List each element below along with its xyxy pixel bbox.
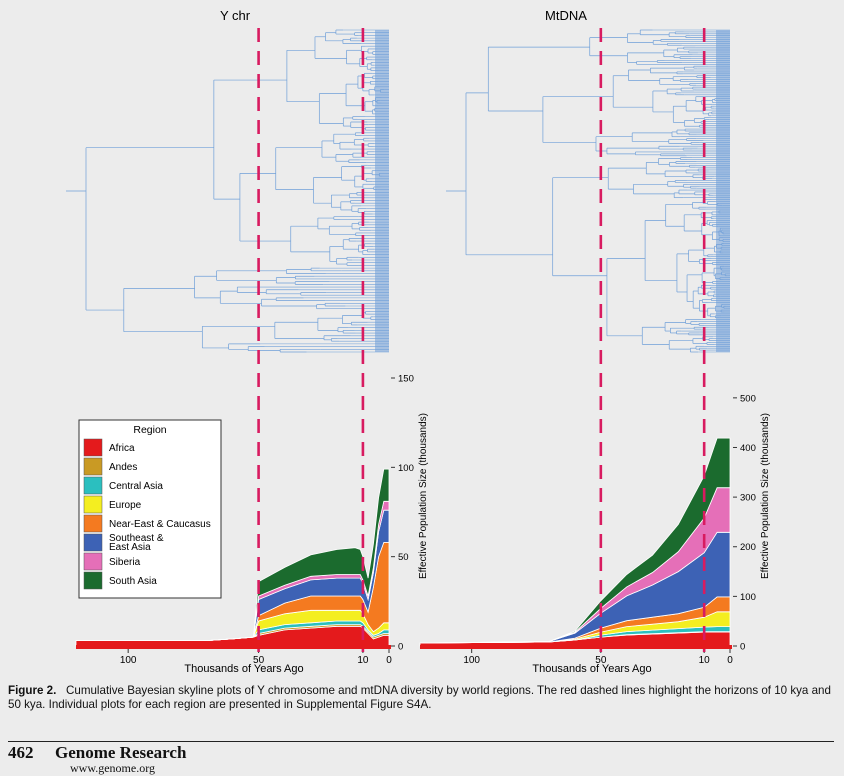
area-africa bbox=[75, 625, 390, 647]
figure-caption: Figure 2. Cumulative Bayesian skyline pl… bbox=[8, 684, 838, 712]
x-tick-label: 50 bbox=[253, 655, 265, 666]
legend-label: South Asia bbox=[109, 576, 157, 587]
y-tick-label: 300 bbox=[740, 493, 756, 504]
legend-label: East Asia bbox=[109, 542, 151, 553]
y-tick-label: 0 bbox=[398, 642, 403, 653]
legend-label: Siberia bbox=[109, 557, 141, 568]
legend: Region Africa Andes Central Asia Europe Near… bbox=[78, 419, 222, 599]
x-tick-label: 10 bbox=[699, 655, 711, 666]
legend-label: Near-East & Caucasus bbox=[109, 519, 211, 530]
legend-label: Africa bbox=[109, 443, 135, 454]
y-tick-label: 400 bbox=[740, 443, 756, 454]
y-tick-label: 50 bbox=[398, 552, 409, 563]
journal-url: www.genome.org bbox=[70, 761, 155, 775]
caption-label: Figure 2. bbox=[8, 684, 57, 697]
legend-swatch bbox=[83, 552, 103, 571]
mtdna-phylogenetic-tree bbox=[446, 29, 730, 353]
ychr-title: Y chr bbox=[220, 8, 251, 23]
x-tick-label: 0 bbox=[727, 655, 733, 666]
area-south-asia bbox=[76, 468, 390, 641]
legend-label: Southeast & bbox=[109, 533, 164, 544]
journal-name: Genome Research bbox=[55, 743, 187, 762]
legend-swatch bbox=[83, 571, 103, 590]
ychr-y-axis-label: Effective Population Size (thousands) bbox=[418, 413, 429, 579]
legend-swatch bbox=[83, 495, 103, 514]
legend-items: Africa Andes Central Asia Europe Near-East &… bbox=[83, 438, 211, 590]
legend-swatch bbox=[83, 438, 103, 457]
legend-label: Europe bbox=[109, 500, 142, 511]
horizon-dashed-lines bbox=[257, 28, 706, 652]
legend-title: Region bbox=[133, 424, 166, 436]
ychr-x-axis-label: Thousands of Years Ago bbox=[184, 663, 303, 675]
x-tick-label: 0 bbox=[386, 655, 392, 666]
mtdna-title: MtDNA bbox=[545, 8, 587, 23]
caption-text: Cumulative Bayesian skyline plots of Y c… bbox=[8, 684, 831, 711]
footer-rule bbox=[8, 741, 834, 742]
y-tick-label: 150 bbox=[398, 374, 414, 385]
legend-swatch bbox=[83, 457, 103, 476]
y-tick-label: 500 bbox=[740, 393, 756, 404]
legend-swatch bbox=[83, 514, 103, 533]
mtdna-x-axis-label: Thousands of Years Ago bbox=[532, 663, 651, 675]
x-tick-label: 50 bbox=[595, 655, 607, 666]
x-tick-label: 10 bbox=[357, 655, 369, 666]
legend-label: Central Asia bbox=[109, 481, 163, 492]
legend-box bbox=[78, 419, 222, 599]
y-tick-label: 100 bbox=[740, 592, 756, 603]
legend-swatch bbox=[83, 533, 103, 552]
y-tick-label: 100 bbox=[398, 463, 414, 474]
y-tick-label: 200 bbox=[740, 542, 756, 553]
legend-swatch bbox=[83, 476, 103, 495]
area-south-asia bbox=[419, 437, 731, 644]
y-tick-label: 0 bbox=[740, 642, 745, 653]
x-tick-label: 100 bbox=[120, 655, 137, 666]
legend-label: Andes bbox=[109, 462, 137, 473]
x-tick-label: 100 bbox=[463, 655, 480, 666]
mtdna-y-axis-label: Effective Population Size (thousands) bbox=[760, 413, 771, 579]
ychr-phylogenetic-tree bbox=[66, 29, 389, 353]
page-number: 462 bbox=[8, 743, 34, 762]
